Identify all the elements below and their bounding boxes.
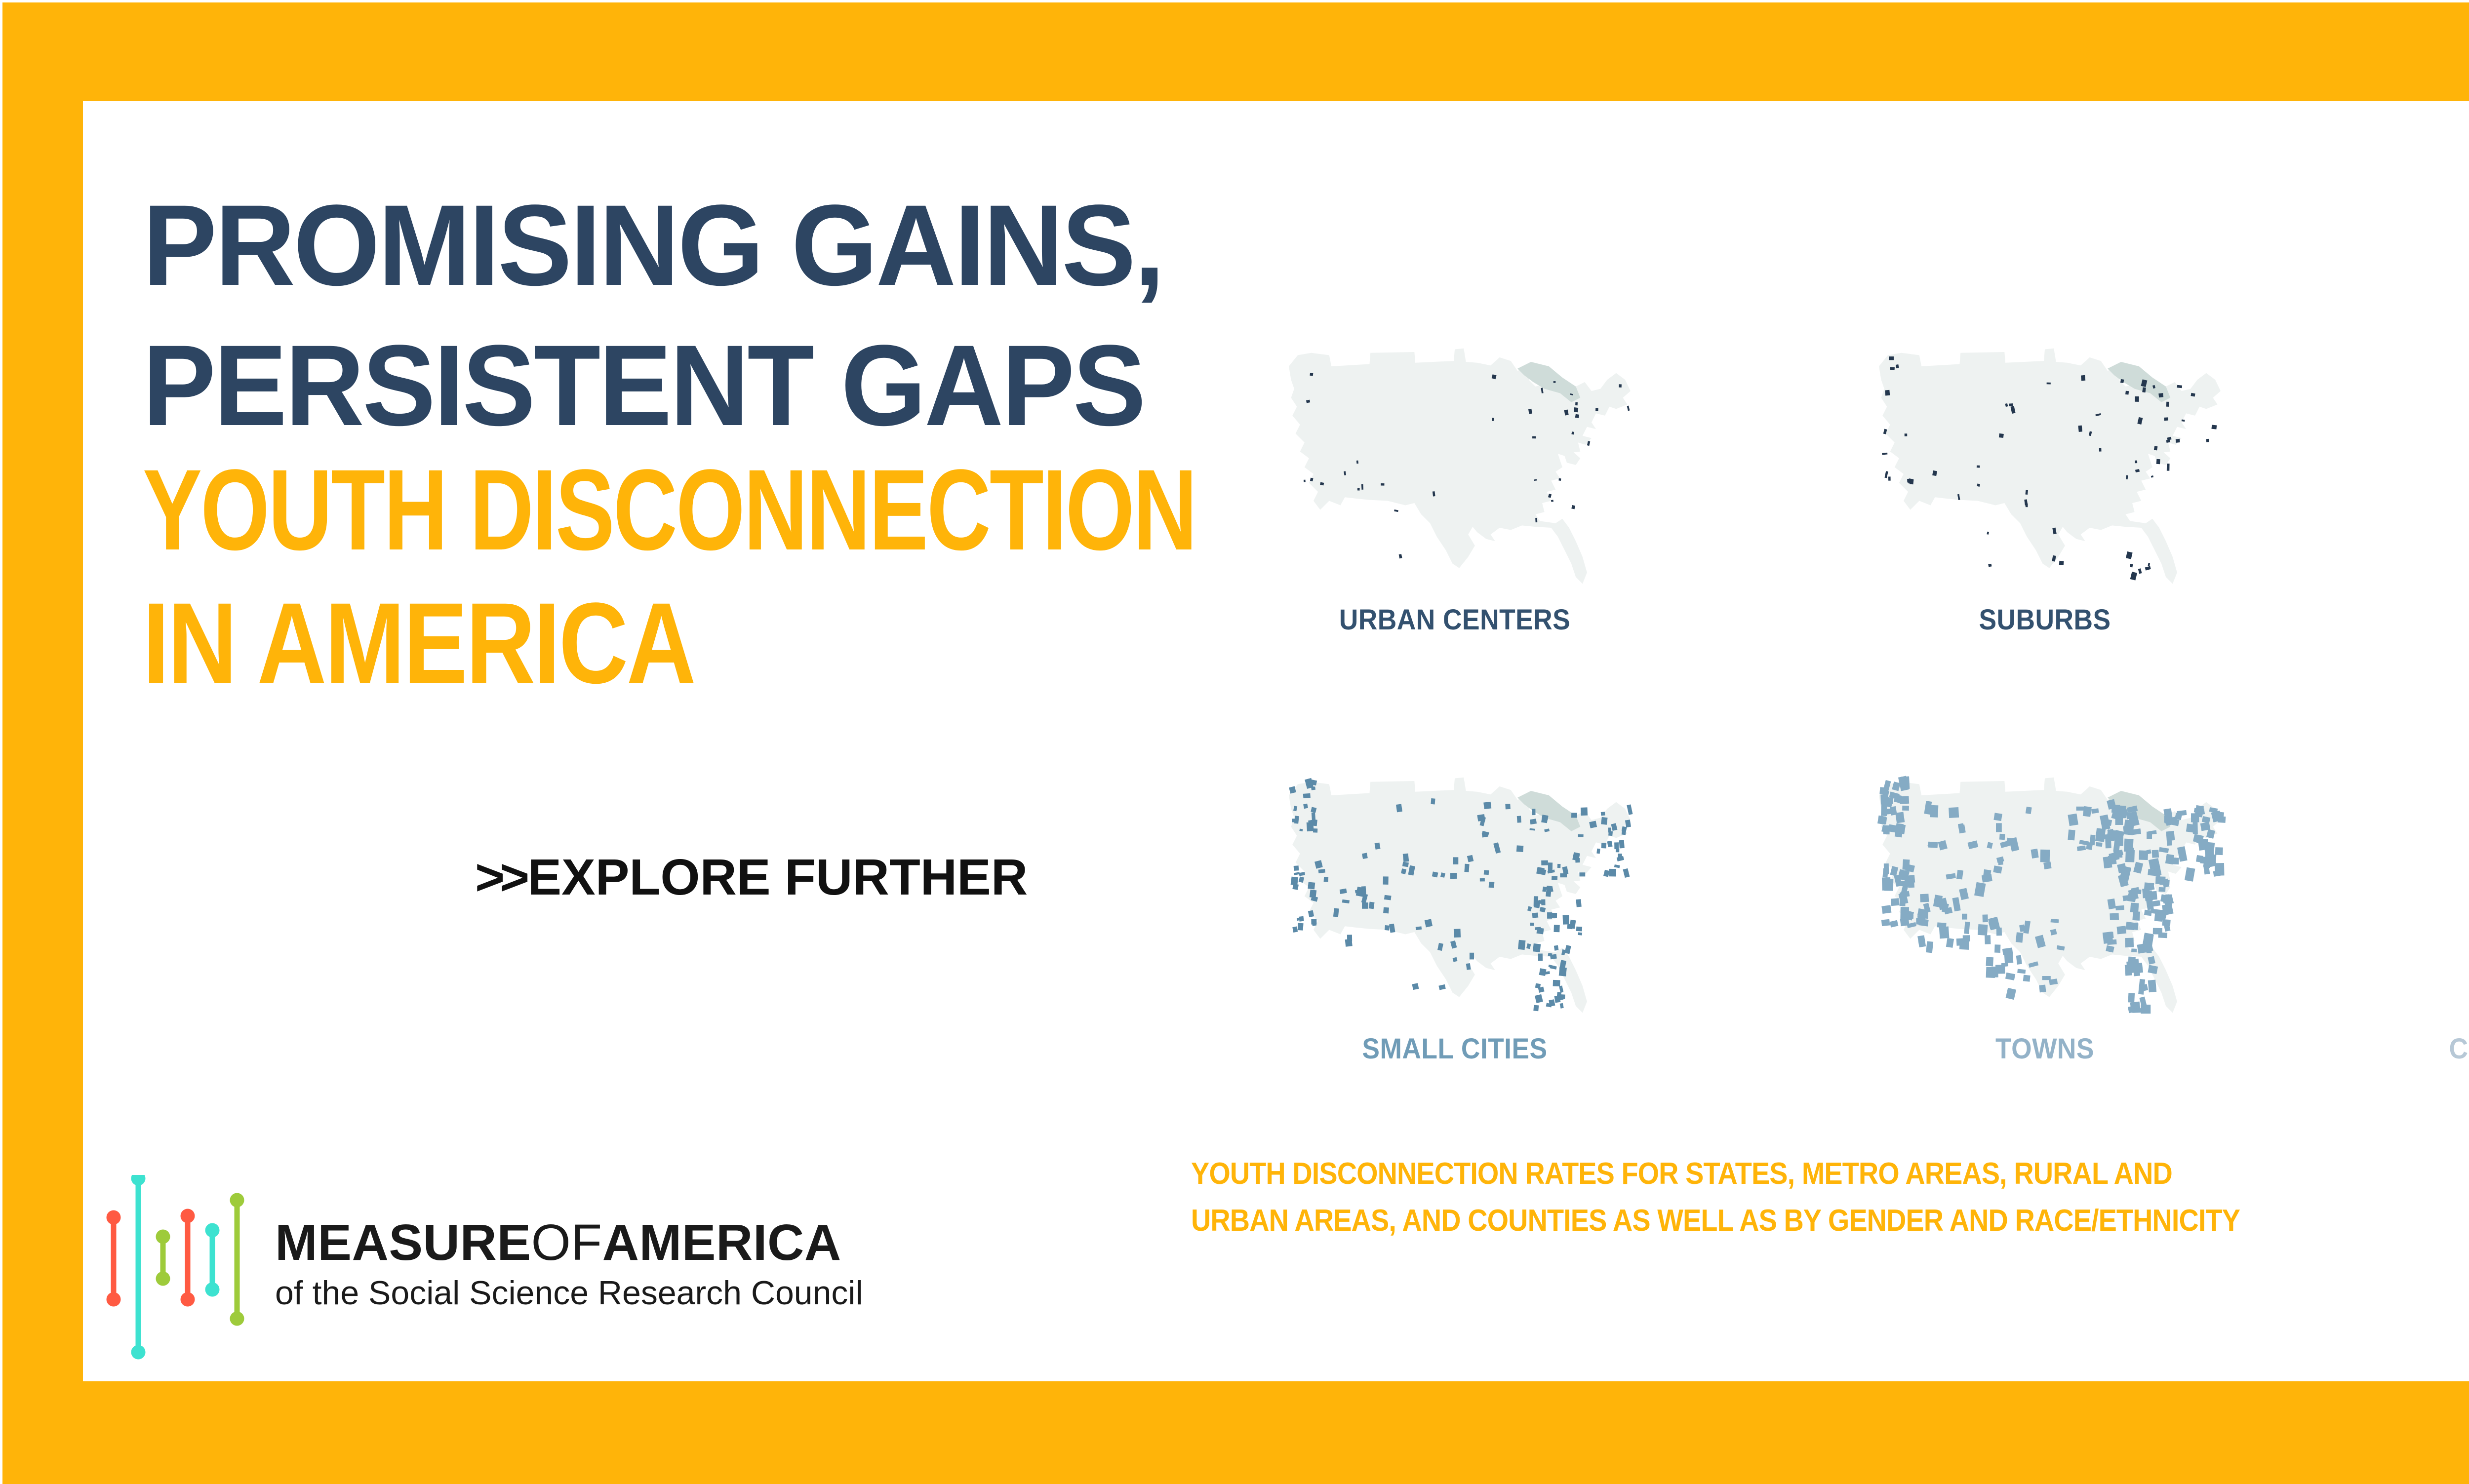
- svg-text:MEASUREOFAMERICA: MEASUREOFAMERICA: [275, 1214, 841, 1271]
- svg-text:of the Social Science Research: of the Social Science Research Council: [275, 1274, 863, 1312]
